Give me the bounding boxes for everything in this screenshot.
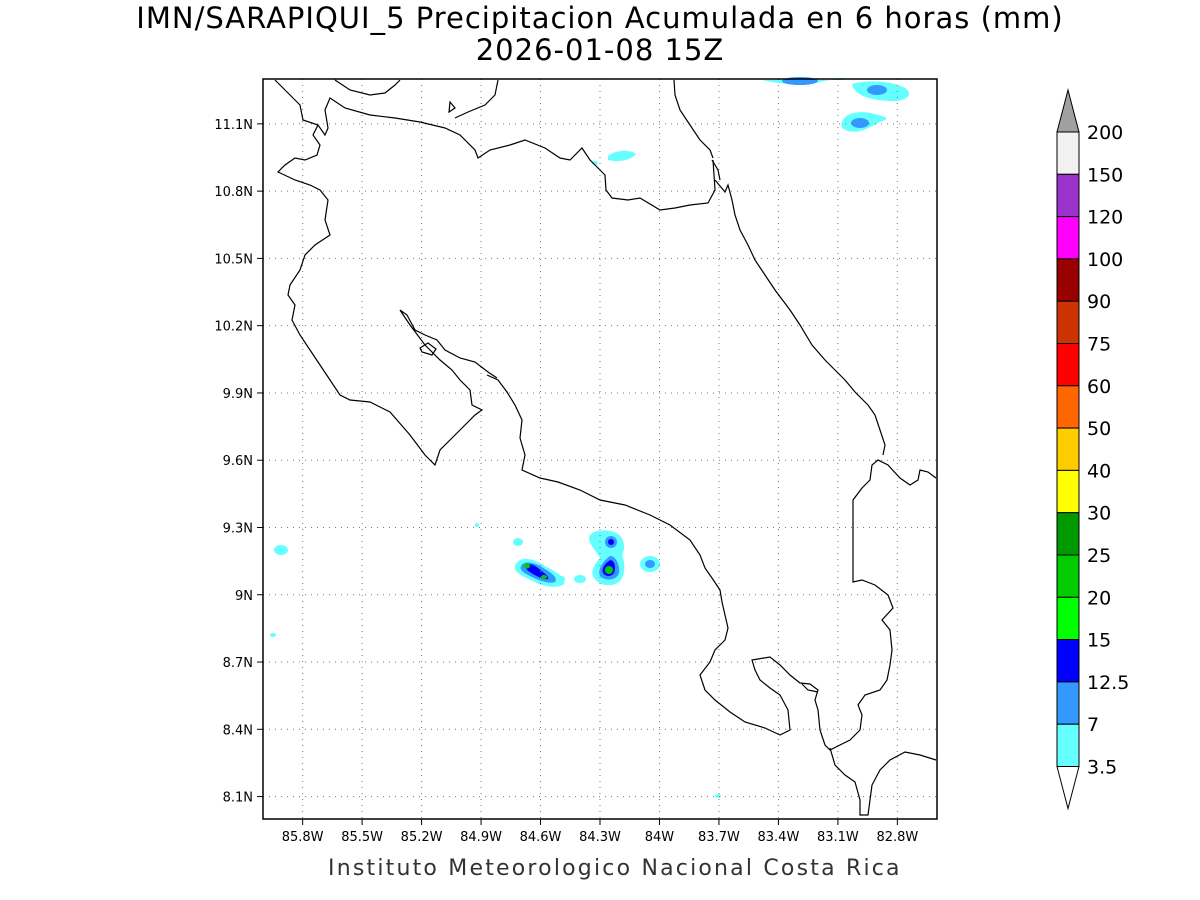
lat-label: 9N bbox=[235, 589, 253, 604]
lat-label: 10.2N bbox=[214, 320, 253, 335]
colorbar-label: 150 bbox=[1087, 164, 1123, 186]
latitude-axis: 11.1N 10.8N 10.5N 10.2N 9.9N 9.6N 9.3N 9N 8.7N 8.… bbox=[214, 118, 263, 806]
colorbar-label: 60 bbox=[1087, 376, 1111, 398]
lon-label: 85.2W bbox=[401, 830, 443, 845]
colorbar-top-triangle bbox=[1056, 88, 1080, 133]
colorbar-label: 120 bbox=[1087, 207, 1123, 229]
lat-label: 8.1N bbox=[223, 791, 253, 806]
coastlines bbox=[274, 79, 937, 816]
map-title: IMN/SARAPIQUI_5 Precipitacion Acumulada … bbox=[136, 1, 1064, 35]
colorbar-swatch bbox=[1056, 385, 1080, 429]
colorbar-swatch bbox=[1056, 427, 1080, 471]
colorbar-bottom-triangle bbox=[1056, 766, 1080, 811]
colorbar-swatch bbox=[1056, 258, 1080, 302]
colorbar-label: 50 bbox=[1087, 418, 1111, 440]
lat-label: 8.7N bbox=[223, 656, 253, 671]
colorbar-swatch bbox=[1056, 596, 1080, 641]
lat-label: 9.3N bbox=[223, 521, 253, 536]
precipitation-contours bbox=[270, 77, 910, 798]
lon-label: 85.5W bbox=[341, 830, 383, 845]
colorbar-label: 40 bbox=[1087, 460, 1111, 482]
lon-label: 85.8W bbox=[282, 830, 324, 845]
colorbar-label: 15 bbox=[1087, 630, 1111, 652]
colorbar-swatch bbox=[1056, 554, 1080, 598]
lon-label: 84.6W bbox=[520, 830, 562, 845]
colorbar-label: 200 bbox=[1087, 122, 1123, 144]
colorbar-swatch bbox=[1056, 681, 1080, 725]
lon-label: 84.9W bbox=[460, 830, 502, 845]
colorbar-label: 3.5 bbox=[1087, 757, 1117, 779]
colorbar-label: 7 bbox=[1087, 714, 1099, 736]
map-timestamp: 2026-01-08 15Z bbox=[475, 33, 725, 67]
colorbar-label: 20 bbox=[1087, 587, 1111, 609]
colorbar-swatch bbox=[1056, 639, 1080, 683]
lon-label: 84.3W bbox=[579, 830, 621, 845]
colorbar-swatch bbox=[1056, 173, 1080, 218]
lat-label: 11.1N bbox=[214, 118, 253, 133]
lon-label: 83.7W bbox=[698, 830, 740, 845]
footer-credit: Instituto Meteorologico Nacional Costa R… bbox=[328, 856, 902, 881]
lon-label: 83.1W bbox=[817, 830, 859, 845]
map-frame bbox=[262, 78, 938, 820]
map-gridlines bbox=[263, 79, 937, 819]
lat-label: 10.5N bbox=[214, 252, 253, 267]
colorbar-label: 90 bbox=[1087, 291, 1111, 313]
colorbar-swatch bbox=[1056, 343, 1080, 387]
colorbar-swatch bbox=[1056, 469, 1080, 514]
colorbar-swatch bbox=[1056, 723, 1080, 768]
colorbar-label: 12.5 bbox=[1087, 672, 1129, 694]
lat-label: 9.6N bbox=[223, 454, 253, 469]
lon-label: 82.8W bbox=[876, 830, 918, 845]
colorbar-label: 25 bbox=[1087, 545, 1111, 567]
colorbar-swatch bbox=[1056, 300, 1080, 345]
colorbar-swatch bbox=[1056, 512, 1080, 556]
lat-label: 8.4N bbox=[223, 723, 253, 738]
longitude-axis: 85.8W 85.5W 85.2W 84.9W 84.6W 84.3W 84W 83.7W 83… bbox=[282, 819, 918, 845]
colorbar-swatch bbox=[1056, 216, 1080, 260]
colorbar-label: 75 bbox=[1087, 334, 1111, 356]
lon-label: 83.4W bbox=[758, 830, 800, 845]
colorbar-label: 100 bbox=[1087, 249, 1123, 271]
colorbar-swatch bbox=[1056, 131, 1080, 175]
colorbar-label: 30 bbox=[1087, 503, 1111, 525]
lat-label: 10.8N bbox=[214, 185, 253, 200]
colorbar-legend: 200 150 120 100 90 75 60 50 40 30 25 20 15 12.5 7 3.5 bbox=[1056, 88, 1129, 811]
lat-label: 9.9N bbox=[223, 387, 253, 402]
lon-label: 84W bbox=[645, 830, 675, 845]
